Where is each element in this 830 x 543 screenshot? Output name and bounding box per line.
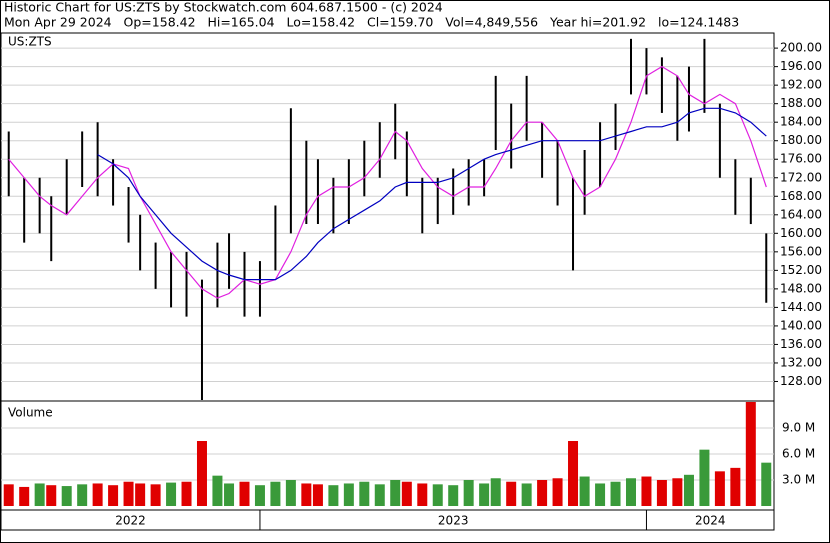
- y-tick-label: 188.00: [780, 96, 822, 110]
- y-tick-label: 152.00: [780, 263, 822, 277]
- x-tick-label: 2024: [695, 514, 726, 528]
- chart-subtitle: Mon Apr 29 2024 Op=158.42 Hi=165.04 Lo=1…: [4, 15, 739, 30]
- y-tick-label: 148.00: [780, 281, 822, 295]
- y-tick-label: 3.0 M: [782, 473, 815, 487]
- volume-bar: [595, 483, 606, 506]
- volume-title: Volume: [8, 406, 53, 420]
- volume-bar: [19, 486, 30, 506]
- volume-bar: [224, 483, 235, 506]
- volume-bar: [239, 481, 250, 506]
- volume-bar: [714, 471, 725, 506]
- volume-bar: [166, 482, 177, 506]
- volume-bar: [463, 480, 474, 506]
- date-strip: [0, 509, 775, 531]
- y-tick-label: 180.00: [780, 133, 822, 147]
- y-tick-label: 192.00: [780, 78, 822, 92]
- y-tick-label: 140.00: [780, 318, 822, 332]
- y-tick-label: 196.00: [780, 59, 822, 73]
- volume-bar: [77, 484, 88, 506]
- volume-bar: [490, 478, 501, 506]
- volume-bar: [699, 449, 710, 506]
- volume-bar: [312, 484, 323, 506]
- price-panel: [0, 32, 775, 402]
- volume-bar: [506, 481, 517, 506]
- volume-bar: [417, 483, 428, 506]
- volume-bar: [61, 486, 72, 506]
- y-tick-label: 144.00: [780, 300, 822, 314]
- volume-bar: [285, 480, 296, 506]
- moving-average: [97, 107, 767, 281]
- volume-bar: [328, 485, 339, 506]
- volume-bar: [196, 441, 207, 506]
- volume-bar: [34, 483, 45, 506]
- y-tick-label: 6.0 M: [782, 447, 815, 461]
- volume-bar: [374, 484, 385, 506]
- volume-bar: [568, 441, 579, 506]
- y-tick-label: 132.00: [780, 355, 822, 369]
- volume-bar: [730, 467, 741, 506]
- volume-bar: [150, 484, 161, 506]
- y-tick-label: 168.00: [780, 189, 822, 203]
- y-tick-label: 184.00: [780, 115, 822, 129]
- volume-bar: [683, 474, 694, 506]
- volume-bar: [359, 481, 370, 506]
- volume-bar: [270, 481, 281, 506]
- volume-bar: [656, 480, 667, 506]
- volume-bar: [181, 481, 192, 506]
- y-tick-label: 9.0 M: [782, 421, 815, 435]
- volume-bar: [761, 462, 772, 506]
- y-tick-label: 200.00: [780, 41, 822, 55]
- volume-bar: [448, 485, 459, 506]
- volume-bar: [552, 478, 563, 506]
- volume-bar: [254, 485, 265, 506]
- volume-bar: [745, 402, 756, 506]
- y-tick-label: 172.00: [780, 170, 822, 184]
- volume-bar: [46, 485, 57, 506]
- volume-bar: [672, 478, 683, 506]
- y-tick-label: 128.00: [780, 374, 822, 388]
- volume-bar: [479, 483, 490, 506]
- x-tick-label: 2022: [115, 514, 146, 528]
- chart-title: Historic Chart for US:ZTS by Stockwatch.…: [4, 0, 443, 15]
- volume-bar: [108, 485, 119, 506]
- volume-bar: [123, 481, 134, 506]
- y-tick-label: 176.00: [780, 152, 822, 166]
- volume-bar: [641, 476, 652, 506]
- volume-bar: [92, 483, 103, 506]
- y-tick-label: 164.00: [780, 207, 822, 221]
- volume-bar: [521, 483, 532, 506]
- moving-average: [8, 65, 767, 299]
- y-tick-label: 136.00: [780, 337, 822, 351]
- volume-bar: [390, 480, 401, 506]
- y-tick-label: 156.00: [780, 244, 822, 258]
- y-tick-label: 160.00: [780, 226, 822, 240]
- volume-bar: [212, 475, 223, 506]
- volume-bar: [579, 476, 590, 506]
- x-tick-label: 2023: [438, 514, 469, 528]
- volume-bar: [537, 480, 548, 506]
- symbol-label: US:ZTS: [8, 35, 52, 49]
- volume-bar: [343, 483, 354, 506]
- volume-bar: [135, 483, 146, 506]
- volume-bar: [610, 481, 621, 506]
- volume-bar: [625, 478, 636, 506]
- volume-bar: [432, 484, 443, 506]
- volume-bar: [3, 484, 14, 506]
- volume-bar: [301, 483, 312, 506]
- volume-bar: [401, 481, 412, 506]
